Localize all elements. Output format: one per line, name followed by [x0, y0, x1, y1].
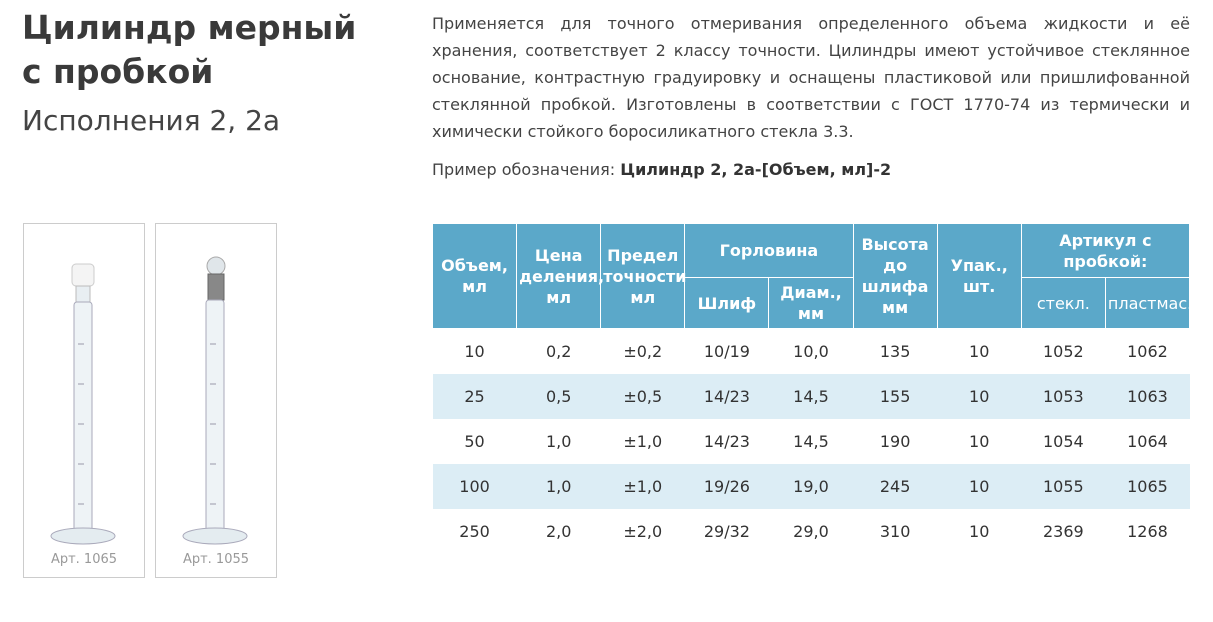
table-cell: 1062 [1127, 342, 1168, 361]
table-cell: 29/32 [703, 522, 750, 541]
table-row: 250 2,0 ±2,0 29/32 29,0 310 10 2369 1268 [433, 509, 1190, 554]
table-cell: ±1,0 [600, 464, 685, 509]
table-row: 50 1,0 ±1,0 14/23 14,5 190 10 1054 1064 [433, 419, 1190, 464]
table-cell: ±0,5 [600, 374, 685, 419]
table-cell: 19/26 [684, 464, 769, 509]
table-cell: ±2,0 [623, 522, 663, 541]
table-cell: 310 [879, 522, 911, 541]
col-header: Горловина [684, 223, 854, 278]
table-cell: 10 [969, 522, 990, 541]
example-value: Цилиндр 2, 2а-[Объем, мл]-2 [620, 160, 892, 179]
subtitle: Исполнения 2, 2а [22, 104, 281, 137]
title: Цилиндр мерный с пробкой [22, 8, 357, 91]
col-header: Артикул с пробкой: [1020, 223, 1191, 278]
table-cell: 19,0 [768, 464, 854, 509]
table-cell: 0,5 [516, 374, 601, 419]
table-cell: ±0,2 [623, 342, 663, 361]
table-cell: 1055 [1021, 464, 1106, 509]
col-header: стекл. [1020, 277, 1106, 329]
table-cell: 2369 [1042, 522, 1084, 541]
table-row: 100 1,0 ±1,0 19/26 19,0 245 10 1055 1065 [432, 464, 1190, 509]
col-header: Упак., шт. [936, 223, 1022, 329]
table-cell: 155 [853, 374, 938, 419]
spec-table: Объем, мл Цена деления, мл Предел точнос… [431, 223, 1192, 555]
table-cell: 2,0 [545, 522, 572, 541]
table-row: 25 0,5 ±0,5 14/23 14,5 155 10 1053 1063 [432, 374, 1190, 419]
table-cell: 29,0 [793, 522, 829, 541]
table-cell: 10 [937, 464, 1022, 509]
table-body: 10 0,2 ±0,2 10/19 10,0 135 10 1052 1062 25 0,5 ±0,5… [432, 329, 1190, 555]
table-cell: 135 [879, 342, 911, 361]
table-cell: 14,5 [768, 374, 854, 419]
table-cell: 14/23 [684, 374, 769, 419]
product-image: Арт. 1065 [23, 223, 145, 578]
col-header: Предел точности мл [600, 223, 686, 329]
table-cell: 245 [853, 464, 938, 509]
table-cell: ±1,0 [623, 432, 663, 451]
table-cell: 1053 [1021, 374, 1106, 419]
table-cell: 50 [464, 432, 485, 451]
table-cell: 25 [432, 374, 517, 419]
col-header: пластмас. [1104, 277, 1192, 329]
table-cell: 14,5 [793, 432, 829, 451]
col-header: Шлиф [684, 277, 770, 329]
table-cell: 10 [969, 432, 990, 451]
cylinder-plastic [50, 263, 116, 545]
table-cell: 10 [969, 342, 990, 361]
table-cell: 1,0 [516, 464, 601, 509]
table-cell: 1052 [1042, 342, 1084, 361]
description: Применяется для точного отмеривания опре… [432, 14, 1190, 141]
product-image: Арт. 1055 [155, 223, 277, 578]
table-cell: 1064 [1127, 432, 1168, 451]
table-cell: 10 [464, 342, 485, 361]
example: Пример обозначения: Цилиндр 2, 2а-[Объем… [432, 160, 891, 179]
table-cell: 1063 [1105, 374, 1190, 419]
col-header: Высота до шлифа мм [852, 223, 938, 329]
image-caption: Арт. 1055 [182, 552, 250, 567]
col-header: Цена деления, мл [516, 223, 604, 329]
cylinder-glass [182, 256, 248, 545]
table-cell: 10/19 [703, 342, 750, 361]
table-cell: 250 [459, 522, 490, 541]
table-cell: 190 [879, 432, 911, 451]
table-cell: 100 [432, 464, 517, 509]
table-cell: 10,0 [793, 342, 829, 361]
table-cell: 1268 [1127, 522, 1168, 541]
col-header: Объем, мл [431, 223, 518, 329]
col-header: Диам., мм [768, 277, 854, 329]
table-cell: 0,2 [545, 342, 572, 361]
image-caption: Арт. 1065 [50, 552, 118, 567]
example-label: Пример обозначения: [432, 160, 616, 179]
table-row: 10 0,2 ±0,2 10/19 10,0 135 10 1052 1062 [433, 329, 1190, 375]
table-cell: 1065 [1105, 464, 1190, 509]
table-cell: 1,0 [545, 432, 572, 451]
table-cell: 14/23 [703, 432, 750, 451]
table-cell: 10 [937, 374, 1022, 419]
table-cell: 1054 [1042, 432, 1084, 451]
